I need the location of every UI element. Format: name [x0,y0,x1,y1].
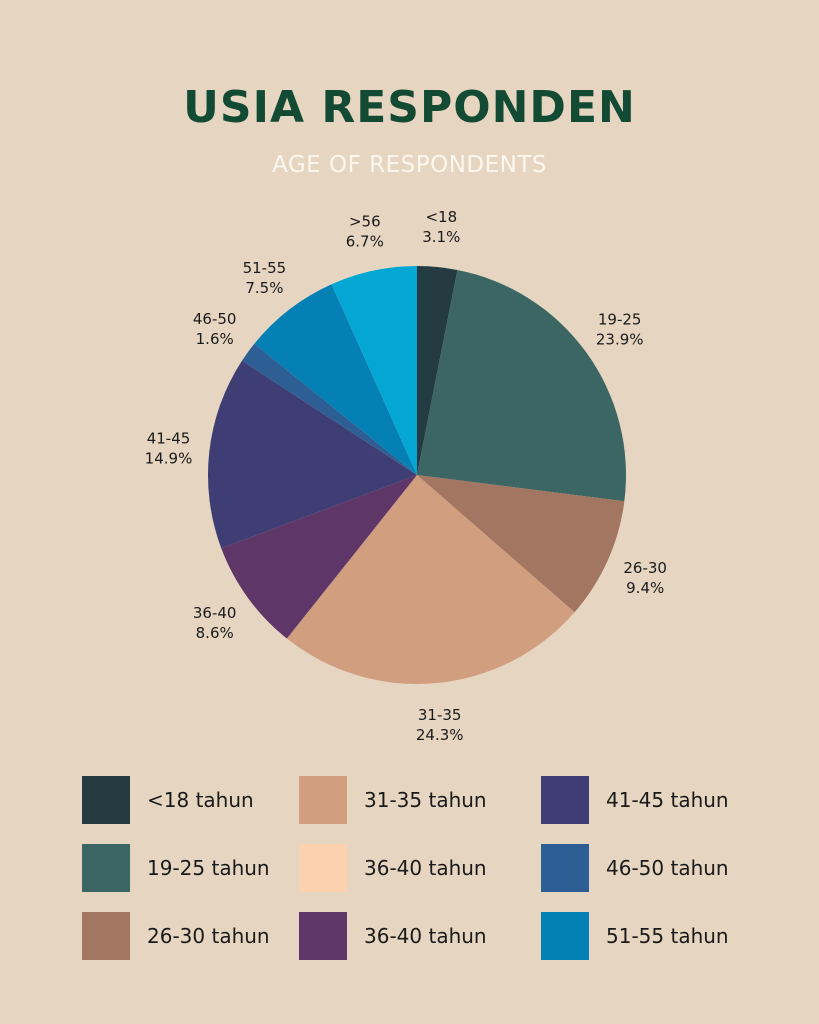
pie-slice-6 [208,360,417,549]
slice-value-label: 7.5% [245,279,283,297]
slice-value-label: 24.3% [416,726,464,744]
pie-slice-8 [254,284,417,475]
pie-slice-1 [417,266,458,475]
slice-value-label: 9.4% [626,579,664,597]
pie-labels: <18 3.1% 19-25 23.9% 26-30 9.4% 31-35 24.3% 36-4… [145,208,667,744]
slice-label-9: >56 6.7% [346,213,384,251]
slice-category-label: 46-50 [193,310,237,328]
slice-label-3: 26-30 9.4% [623,559,667,597]
pie-slice-3 [417,475,625,613]
slice-value-label: 6.7% [346,233,384,251]
pie-slices [208,266,626,685]
slice-value-label: 14.9% [145,450,193,468]
slice-value-label: 23.9% [596,331,644,349]
slice-category-label: 41-45 [147,430,191,448]
slice-label-4: 31-35 24.3% [416,706,464,744]
slice-value-label: 8.6% [196,624,234,642]
pie-slice-5 [221,475,417,639]
page-subtitle: AGE OF RESPONDENTS [271,152,548,178]
pie-slice-9 [331,266,417,475]
slice-category-label: 36-40 [193,604,237,622]
pie-slice-4 [286,475,575,685]
slice-label-7: 46-50 1.6% [193,310,237,348]
slice-label-6: 41-45 14.9% [145,430,193,468]
slice-label-8: 51-55 7.5% [243,259,287,297]
slice-category-label: 51-55 [243,259,287,277]
slice-category-label: <18 [425,208,457,226]
slice-category-label: 19-25 [598,311,642,329]
slice-label-2: 19-25 23.9% [596,311,644,349]
pie-slice-7 [241,343,417,475]
page-title: USIA RESPONDEN [183,82,636,133]
slice-value-label: 3.1% [422,228,460,246]
slice-category-label: 31-35 [418,706,462,724]
slice-label-5: 36-40 8.6% [193,604,237,642]
slice-category-label: >56 [349,213,381,231]
slice-value-label: 1.6% [196,330,234,348]
slice-label-1: <18 3.1% [422,208,460,246]
slice-category-label: 26-30 [623,559,667,577]
pie-slice-2 [417,269,626,502]
